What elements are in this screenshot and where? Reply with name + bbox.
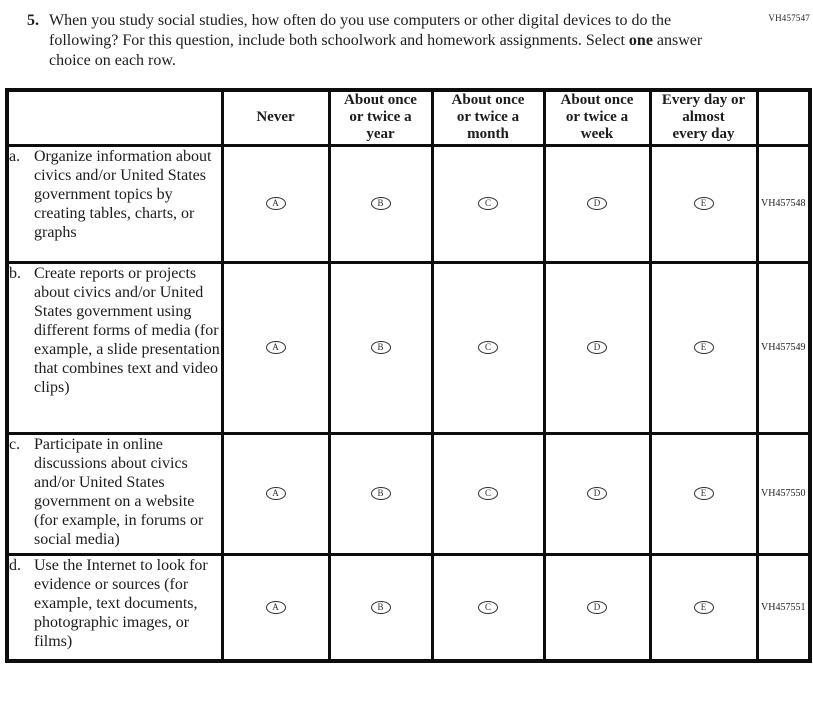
question-number: 5. bbox=[27, 12, 39, 29]
answer-bubble-c[interactable]: C bbox=[478, 601, 498, 615]
frequency-matrix-table: Never About once or twice a year About o… bbox=[5, 88, 812, 663]
table-row-b: b. Create reports or projects about civi… bbox=[5, 260, 812, 435]
page-accession-code: VH457547 bbox=[768, 13, 810, 23]
row-stem-text: Participate in online discussions about … bbox=[34, 435, 204, 548]
row-stem: c. Participate in online discussions abo… bbox=[5, 431, 224, 556]
table-row-c: c. Participate in online discussions abo… bbox=[5, 431, 812, 556]
answer-bubble-b[interactable]: B bbox=[370, 341, 391, 355]
row-stem-text: Organize information about civics and/or… bbox=[34, 147, 212, 241]
table-row-d: d. Use the Internet to look for evidence… bbox=[5, 552, 812, 663]
answer-cell-year: B bbox=[327, 260, 434, 435]
question-text-before: When you study social studies, how often… bbox=[49, 12, 672, 49]
question-text: When you study social studies, how often… bbox=[49, 11, 717, 71]
col-header-never: Never bbox=[220, 88, 331, 147]
answer-bubble-a[interactable]: A bbox=[265, 341, 286, 355]
answer-cell-everyday: E bbox=[648, 143, 759, 264]
answer-cell-week: D bbox=[542, 260, 652, 435]
answer-bubble-a[interactable]: A bbox=[265, 487, 286, 501]
table-row-a: a. Organize information about civics and… bbox=[5, 143, 812, 264]
answer-cell-month: C bbox=[430, 260, 546, 435]
answer-cell-everyday: E bbox=[648, 552, 759, 663]
answer-bubble-d[interactable]: D bbox=[587, 601, 607, 615]
answer-bubble-b[interactable]: B bbox=[370, 487, 391, 501]
answer-bubble-e[interactable]: E bbox=[693, 487, 714, 501]
answer-cell-everyday: E bbox=[648, 260, 759, 435]
answer-bubble-d[interactable]: D bbox=[587, 341, 607, 355]
answer-cell-month: C bbox=[430, 431, 546, 556]
answer-bubble-b[interactable]: B bbox=[370, 601, 391, 615]
row-item-code: VH457551 bbox=[755, 552, 812, 663]
question-text-emphasis: one bbox=[628, 32, 653, 49]
answer-cell-week: D bbox=[542, 431, 652, 556]
answer-bubble-e[interactable]: E bbox=[693, 601, 714, 615]
row-stem-text: Create reports or projects about civics … bbox=[34, 264, 220, 396]
question-block: 5. When you study social studies, how of… bbox=[27, 11, 717, 71]
answer-bubble-e[interactable]: E bbox=[693, 341, 714, 355]
row-stem-text: Use the Internet to look for evidence or… bbox=[34, 556, 208, 650]
col-header-once-twice-year: About once or twice a year bbox=[327, 88, 434, 147]
answer-bubble-c[interactable]: C bbox=[478, 487, 498, 501]
col-header-once-twice-week: About once or twice a week bbox=[542, 88, 652, 147]
answer-cell-year: B bbox=[327, 552, 434, 663]
answer-cell-never: A bbox=[220, 552, 331, 663]
row-stem: d. Use the Internet to look for evidence… bbox=[5, 552, 224, 663]
answer-bubble-d[interactable]: D bbox=[587, 197, 607, 211]
row-letter: c. bbox=[9, 435, 21, 453]
col-header-once-twice-month: About once or twice a month bbox=[430, 88, 546, 147]
answer-bubble-c[interactable]: C bbox=[478, 341, 498, 355]
row-letter: a. bbox=[9, 147, 21, 165]
answer-cell-month: C bbox=[430, 143, 546, 264]
row-stem: a. Organize information about civics and… bbox=[5, 143, 224, 264]
answer-bubble-a[interactable]: A bbox=[265, 601, 286, 615]
answer-cell-year: B bbox=[327, 431, 434, 556]
row-letter: d. bbox=[9, 556, 21, 574]
answer-cell-never: A bbox=[220, 143, 331, 264]
row-letter: b. bbox=[9, 264, 21, 282]
row-item-code: VH457548 bbox=[755, 143, 812, 264]
row-stem: b. Create reports or projects about civi… bbox=[5, 260, 224, 435]
question-text-after: answer choice on each row. bbox=[49, 32, 703, 69]
col-header-code-blank bbox=[755, 88, 812, 147]
answer-bubble-b[interactable]: B bbox=[370, 197, 391, 211]
row-item-code: VH457549 bbox=[755, 260, 812, 435]
row-item-code: VH457550 bbox=[755, 431, 812, 556]
answer-bubble-d[interactable]: D bbox=[587, 487, 607, 501]
col-header-stem-blank bbox=[5, 88, 224, 147]
col-header-every-day: Every day or almost every day bbox=[648, 88, 759, 147]
answer-cell-week: D bbox=[542, 552, 652, 663]
answer-cell-never: A bbox=[220, 260, 331, 435]
answer-cell-month: C bbox=[430, 552, 546, 663]
answer-bubble-a[interactable]: A bbox=[265, 197, 286, 211]
answer-bubble-e[interactable]: E bbox=[693, 197, 714, 211]
answer-cell-everyday: E bbox=[648, 431, 759, 556]
answer-cell-year: B bbox=[327, 143, 434, 264]
answer-cell-week: D bbox=[542, 143, 652, 264]
answer-bubble-c[interactable]: C bbox=[478, 197, 498, 211]
answer-cell-never: A bbox=[220, 431, 331, 556]
header-row: Never About once or twice a year About o… bbox=[5, 88, 812, 147]
